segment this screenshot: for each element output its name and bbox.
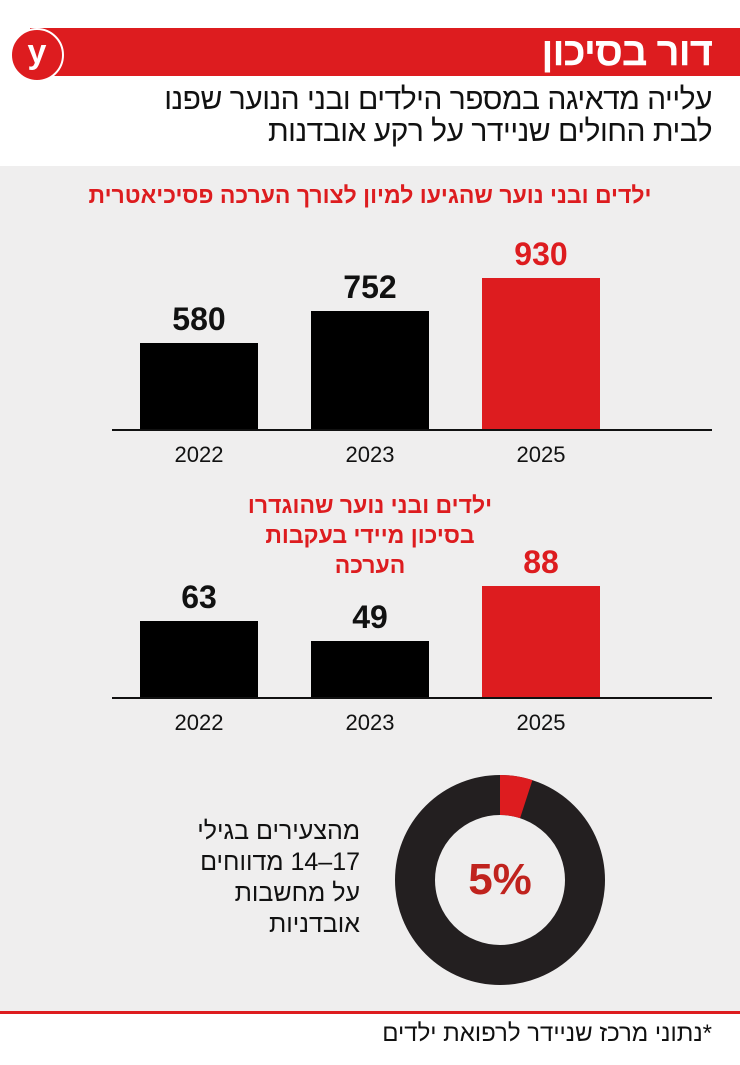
donut-center-label: 5%	[468, 855, 532, 904]
data-label: 580	[172, 301, 226, 338]
donut-desc-line: על מחשבות	[234, 879, 360, 907]
chart1-title: ילדים ובני נוער שהגיעו למיון לצורך הערכה…	[88, 182, 652, 208]
bar-2022	[140, 343, 258, 430]
chart2-axis	[112, 697, 712, 699]
bar-2023	[311, 311, 429, 430]
footer-divider	[0, 1011, 740, 1014]
bar-2025	[482, 278, 600, 430]
title-band	[30, 28, 740, 76]
donut-highlight-segment	[395, 775, 605, 985]
data-label: 88	[523, 543, 559, 580]
content-background	[0, 166, 740, 1012]
donut-desc-line: 17–14 מדווחים	[200, 848, 360, 876]
subtitle-line-1: עלייה מדאיגה במספר הילדים ובני הנוער שפנ…	[164, 83, 712, 116]
source-note: *נתוני מרכז שניידר לרפואת ילדים	[382, 1020, 712, 1047]
donut-description: מהצעירים בגילי 17–14 מדווחים על מחשבות א…	[197, 816, 360, 940]
data-label: 930	[514, 236, 568, 273]
chart1-axis	[112, 429, 712, 431]
x-tick-label: 2023	[345, 442, 395, 467]
data-label: 63	[181, 579, 217, 616]
donut-chart	[395, 775, 605, 985]
logo: y	[10, 28, 64, 82]
data-label: 49	[352, 599, 388, 636]
bar-2023	[311, 641, 429, 698]
bar-2022	[140, 621, 258, 698]
data-label: 752	[343, 269, 397, 306]
page-title: דור בסיכון	[541, 30, 713, 74]
x-tick-label: 2025	[516, 442, 566, 467]
subtitle-line-2: לבית החולים שניידר על רקע אובדנות	[267, 115, 713, 148]
donut-desc-line: אובדניות	[269, 910, 360, 938]
x-tick-label: 2023	[345, 710, 395, 735]
x-tick-label: 2022	[174, 442, 224, 467]
x-tick-label: 2022	[174, 710, 224, 735]
chart2-title: ילדים ובני נוער שהוגדרו בסיכון מיידי בעק…	[247, 492, 493, 578]
bar-2025	[482, 585, 600, 698]
x-tick-label: 2025	[516, 710, 566, 735]
donut-desc-line: מהצעירים בגילי	[197, 817, 360, 845]
